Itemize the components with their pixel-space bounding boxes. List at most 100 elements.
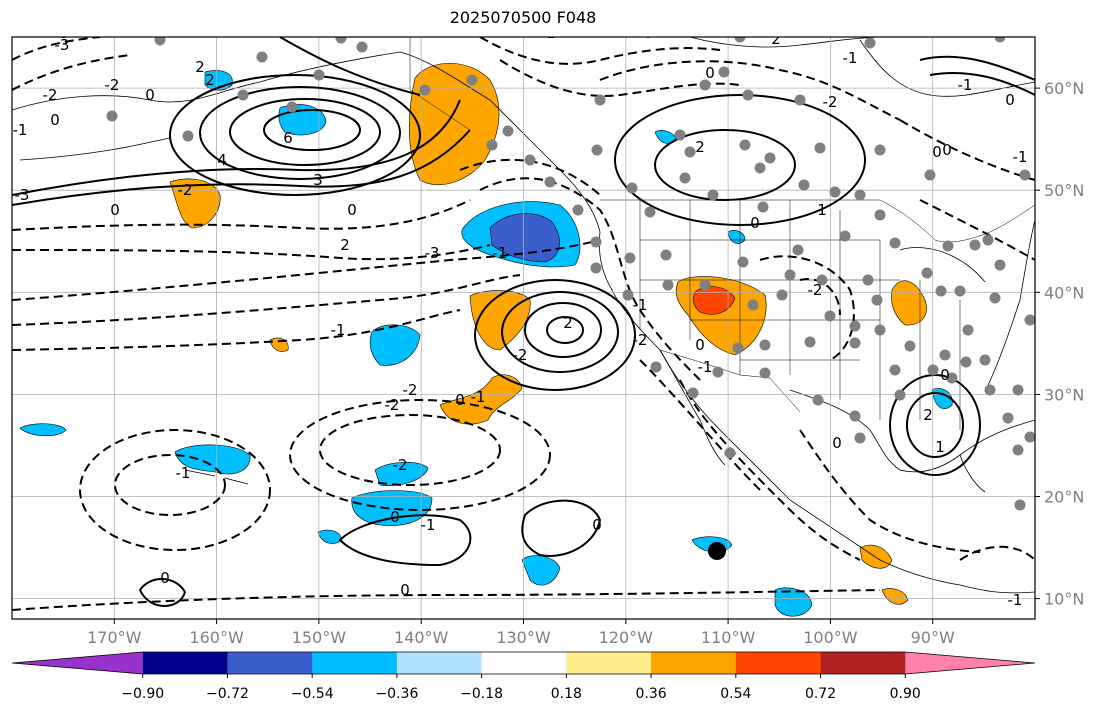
- contour-neg-northwest-2: [12, 54, 131, 91]
- contour-neg-northwest: [12, 37, 101, 61]
- contour-high-pacific-4: [546, 316, 584, 344]
- contour-label: 4: [217, 151, 227, 169]
- colorbar-swatch: [735, 652, 822, 674]
- contour-high-alaska-4: [263, 109, 361, 151]
- contour-label: 0: [942, 141, 952, 159]
- contour-label: -3: [15, 186, 30, 204]
- colorbar-tick-label: 0.18: [551, 686, 582, 702]
- longitude-labels: 170°W 160°W 150°W 140°W 130°W 120°W 110°W 100°W…: [87, 628, 955, 647]
- colorbar-tick-label: −0.36: [375, 686, 418, 702]
- contour-label: 0: [400, 581, 410, 599]
- hawaii-islands: [184, 469, 249, 485]
- contour-label: 2: [923, 406, 933, 424]
- contour-label: -1: [843, 49, 858, 67]
- contour-high-canada-2: [654, 129, 796, 201]
- contour-westerly-band-2: [12, 99, 461, 196]
- contour-label: 0: [832, 434, 842, 452]
- map-title: 2025070500 F048: [449, 8, 597, 27]
- contour-label: 2: [771, 30, 781, 48]
- contour-label: 0: [455, 391, 465, 409]
- blue-region-tropical-c: [774, 587, 813, 617]
- contour-neg-west-2: [114, 454, 226, 516]
- contour-label: 0: [347, 201, 357, 219]
- contour-label: 2: [205, 71, 215, 89]
- contour-neg-subtrop-1: [12, 239, 601, 301]
- contour-neg-canada-1: [599, 60, 901, 121]
- colorbar-tick-label: 0.90: [890, 686, 921, 702]
- contour-label: 0: [110, 201, 120, 219]
- contour-neg-plains-1: [759, 255, 855, 361]
- lat-tick-label: 50°N: [1044, 181, 1084, 200]
- lat-tick-label: 40°N: [1044, 283, 1084, 302]
- contour-low-south-1: [338, 514, 472, 567]
- west-coast: [598, 231, 1035, 594]
- baja-california: [659, 349, 726, 466]
- contour-label: -2: [393, 456, 408, 474]
- contour-low-southwest: [138, 578, 187, 607]
- contour-high-canada-1: [614, 94, 866, 226]
- gridlines: [12, 37, 1035, 619]
- contour-neg-westerly-1: [12, 199, 471, 231]
- colorbar-swatch: [651, 652, 737, 674]
- contour-label: 0: [160, 569, 170, 587]
- lat-tick-label: 20°N: [1044, 487, 1084, 506]
- contour-label: -2: [178, 181, 193, 199]
- lon-tick-label: 160°W: [189, 628, 244, 647]
- lon-tick-label: 140°W: [394, 628, 449, 647]
- hudson-bay: [859, 39, 1035, 97]
- contour-label: -2: [43, 86, 58, 104]
- aleutians: [19, 137, 171, 161]
- blue-region-subtropics-b: [374, 461, 429, 486]
- colorbar-tick-label: −0.18: [460, 686, 503, 702]
- contour-neg-east-2: [919, 199, 1035, 261]
- contour-neg-mexico-2: [639, 359, 761, 491]
- orange-region-central-america: [859, 544, 893, 569]
- contour-neg-ne-pacific-1: [479, 177, 701, 381]
- contour-high-alaska-1: [169, 74, 421, 196]
- contour-label: 0: [390, 508, 400, 526]
- coastlines: [12, 37, 1035, 594]
- contour-high-pacific-3: [524, 302, 602, 358]
- contour-high-gulf-2: [906, 392, 964, 458]
- contour-label: -3: [55, 36, 70, 54]
- colorbar-swatch: [12, 652, 143, 674]
- contour-neg-mexico-1: [679, 379, 861, 561]
- lon-tick-label: 150°W: [292, 628, 347, 647]
- contour-label: 0: [940, 366, 950, 384]
- lat-tick-label: 10°N: [1044, 590, 1084, 609]
- colorbar-tick-label: 0.36: [636, 686, 667, 702]
- contour-high-arctic: [279, 37, 421, 96]
- blue-region-tropical-a: [521, 555, 561, 586]
- contour-label: 3: [313, 171, 323, 189]
- contour-neg-center-2: [319, 414, 501, 486]
- contour-label: 0: [145, 86, 155, 104]
- contour-label: -2: [823, 93, 838, 111]
- contour-neg-westerly-2: [12, 244, 491, 261]
- colorbar-tick-label: −0.72: [206, 686, 249, 702]
- contour-label: -1: [1008, 591, 1023, 609]
- contour-label: 0: [643, 24, 653, 42]
- contour-label: 0: [592, 516, 602, 534]
- colorbar-tick-label: 0.54: [720, 686, 751, 702]
- colorbar-swatch: [396, 652, 483, 674]
- map-content: -3-202-20-146-303-202-1-2-3 -12-3-2-20 -1-…: [12, 24, 1035, 619]
- lat-tick-label: 30°N: [1044, 385, 1084, 404]
- orange-region-gulf-alaska: [408, 62, 500, 185]
- orange-region-subtropical: [439, 374, 523, 425]
- contour-label: -1: [176, 464, 191, 482]
- contour-high-alaska-3: [229, 98, 381, 166]
- colorbar-tick-label: −0.54: [291, 686, 334, 702]
- gulf-of-mexico: [789, 389, 1035, 473]
- contour-label: 2: [563, 314, 573, 332]
- alaska-canada-border: [409, 37, 471, 131]
- contour-label: -2: [403, 381, 418, 399]
- contour-high-northeast: [919, 55, 1035, 81]
- darkblue-region-ne-pacific: [489, 213, 560, 263]
- contour-label: 1: [817, 201, 827, 219]
- contour-westerly-band-1: [12, 129, 471, 206]
- orange-region-midwest: [891, 280, 927, 326]
- lon-tick-label: 130°W: [496, 628, 551, 647]
- colorbar-swatch: [142, 652, 228, 674]
- east-coast: [984, 219, 1035, 393]
